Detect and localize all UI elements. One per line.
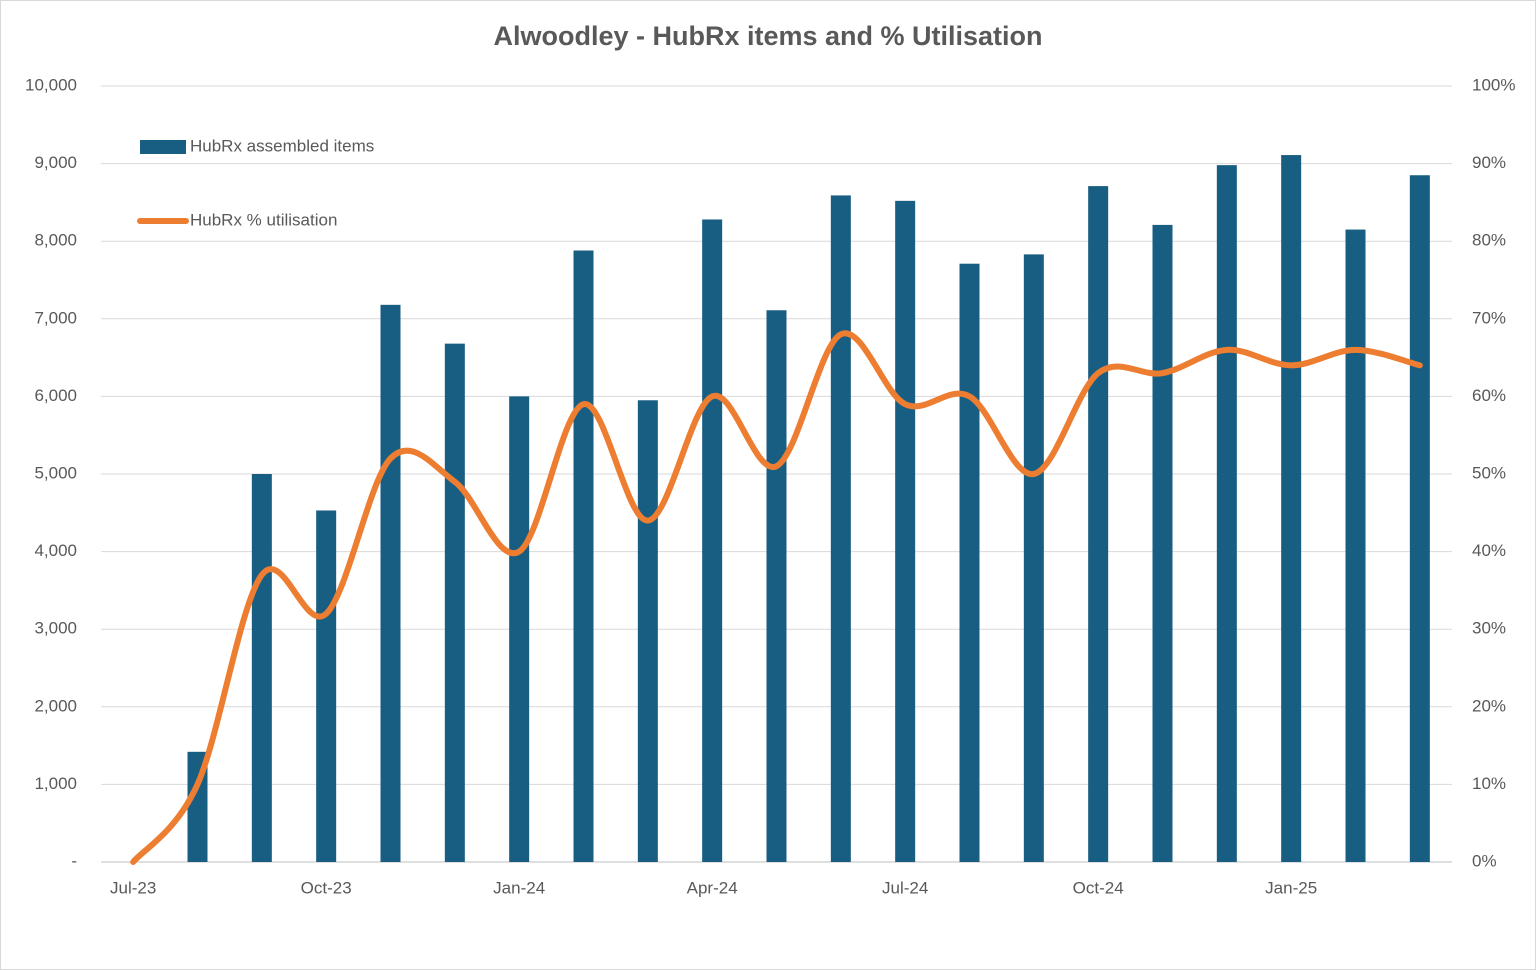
bar [251,474,272,862]
bar [509,396,530,862]
line [130,330,1423,865]
y-tick-label: 5,000 [34,463,77,482]
legend-label: HubRx % utilisation [190,210,337,229]
bar [1023,254,1044,863]
y-tick-label: - [71,851,77,870]
bar [1216,165,1237,863]
bar [959,263,980,863]
y2-tick-label: 70% [1472,308,1506,327]
bar [573,250,594,863]
x-tick-label: Apr-24 [687,878,738,897]
bar [380,304,401,862]
x-tick-label: Jan-25 [1265,878,1317,897]
bar [1152,224,1173,863]
bar [637,400,658,862]
y-tick-label: 8,000 [34,231,77,250]
x-tick-label: Jul-24 [882,878,928,897]
x-tick-label: Jan-24 [493,878,545,897]
y-tick-label: 10,000 [25,75,77,94]
y-tick-label: 9,000 [34,153,77,172]
y2-tick-label: 30% [1472,619,1506,638]
bar [830,195,851,862]
y2-tick-label: 0% [1472,851,1497,870]
bar [766,310,787,862]
bar [1345,229,1366,862]
y2-tick-label: 90% [1472,153,1506,172]
y-tick-label: 6,000 [34,386,77,405]
y-tick-label: 1,000 [34,774,77,793]
x-tick-label: Oct-24 [1073,878,1124,897]
bar [1281,155,1302,863]
y2-tick-label: 20% [1472,696,1506,715]
bar [895,200,916,862]
bar [1088,186,1109,862]
y2-tick-label: 10% [1472,774,1506,793]
x-tick-label: Jul-23 [110,878,156,897]
y-tick-label: 2,000 [34,696,77,715]
y2-tick-label: 80% [1472,231,1506,250]
y-tick-label: 7,000 [34,308,77,327]
y2-tick-label: 50% [1472,463,1506,482]
y2-tick-label: 100% [1472,75,1515,94]
legend-swatch [140,140,186,154]
y2-tick-label: 60% [1472,386,1506,405]
y2-tick-label: 40% [1472,541,1506,560]
bar [316,510,337,862]
chart-title: Alwoodley - HubRx items and % Utilisatio… [493,21,1042,51]
y-tick-label: 3,000 [34,619,77,638]
x-tick-label: Oct-23 [301,878,352,897]
bar [444,343,465,863]
bar [702,219,723,863]
bar [1409,175,1430,863]
legend-label: HubRx assembled items [190,136,374,155]
y-tick-label: 4,000 [34,541,77,560]
